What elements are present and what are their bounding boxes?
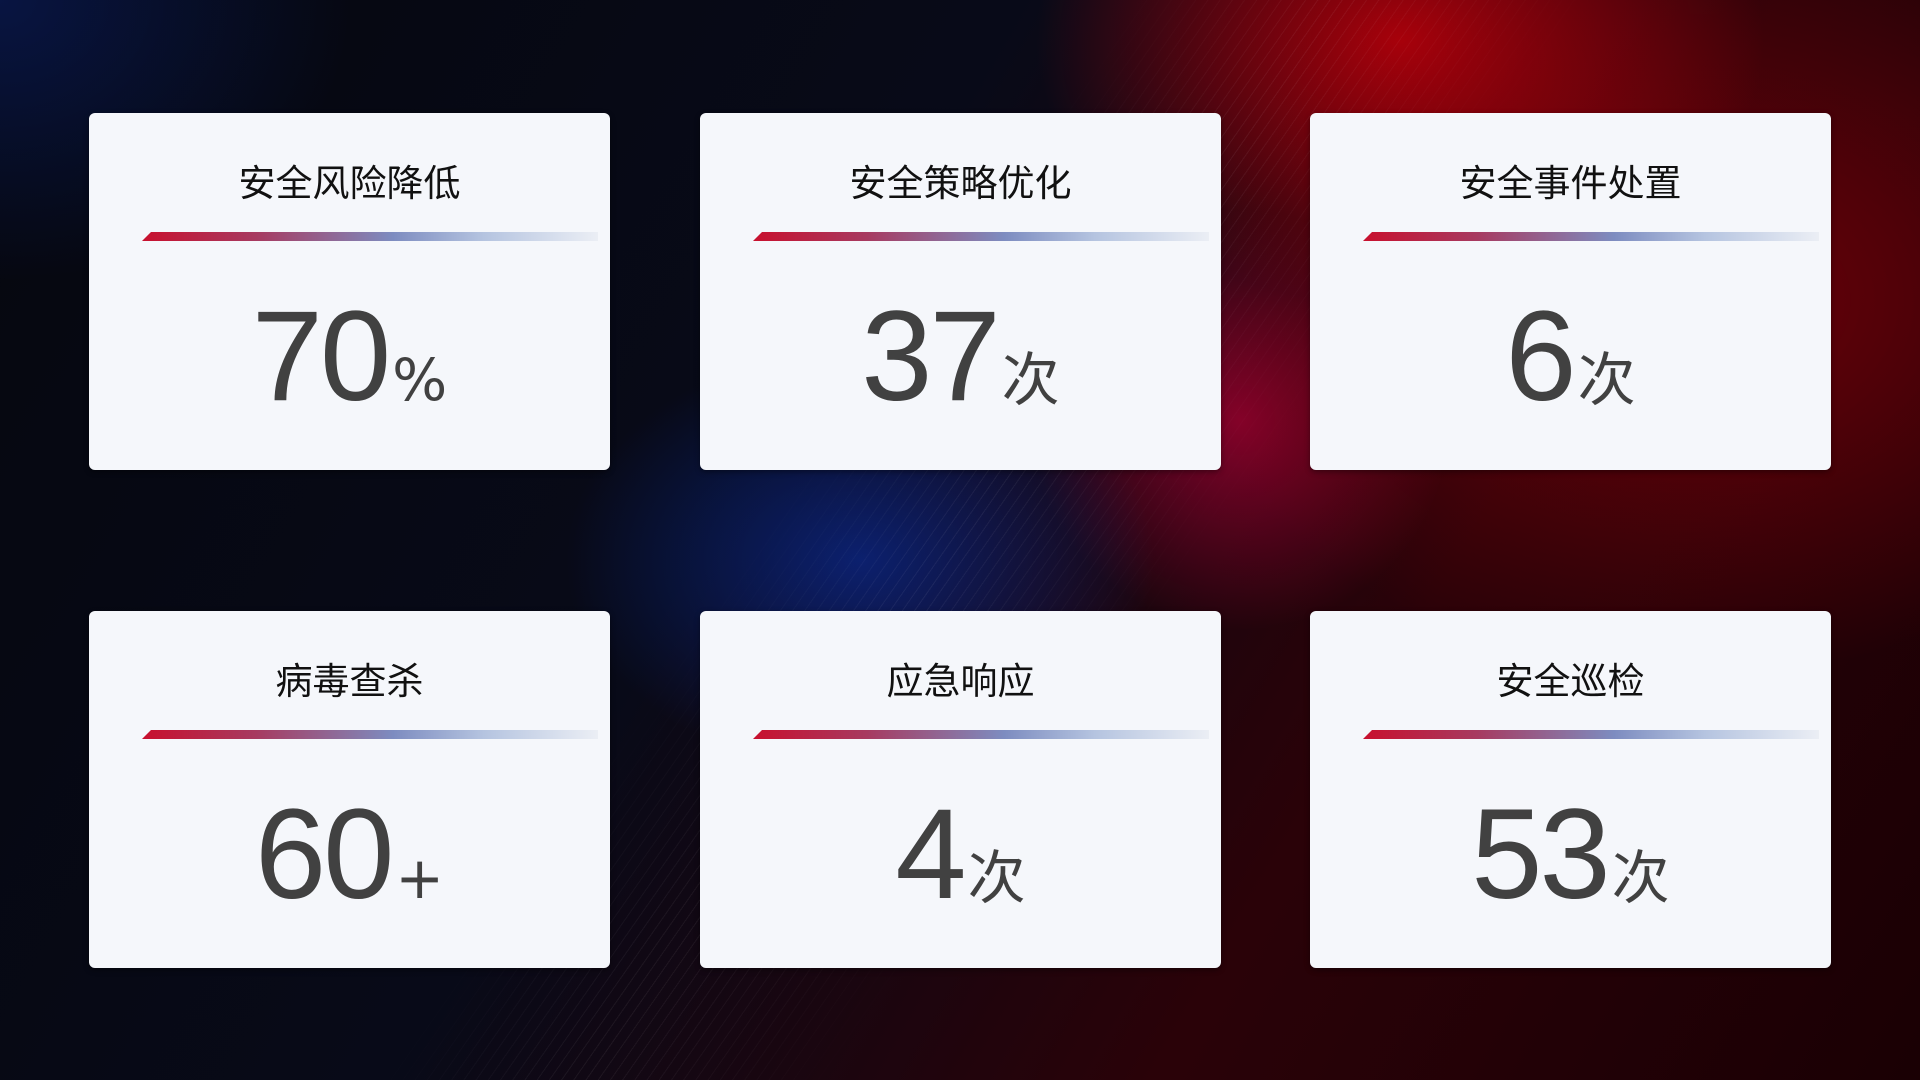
- gradient-divider: [753, 232, 1209, 241]
- value-number: 37: [861, 285, 1000, 428]
- gradient-divider: [1363, 730, 1819, 739]
- gradient-divider: [753, 730, 1209, 739]
- stat-card-policy-optimization: 安全策略优化 37次: [700, 113, 1221, 470]
- stat-card-risk-reduction: 安全风险降低 70%: [89, 113, 610, 470]
- card-title: 安全事件处置: [1459, 162, 1682, 205]
- value-number: 4: [895, 783, 966, 926]
- card-value: 4次: [700, 781, 1221, 928]
- card-title: 应急响应: [886, 660, 1035, 703]
- stat-card-security-patrol: 安全巡检 53次: [1310, 611, 1831, 968]
- stat-card-emergency-response: 应急响应 4次: [700, 611, 1221, 968]
- value-number: 60: [255, 783, 394, 926]
- value-number: 70: [251, 285, 391, 428]
- stat-card-incident-handling: 安全事件处置 6次: [1310, 113, 1831, 470]
- card-title: 病毒查杀: [275, 660, 424, 703]
- gradient-divider: [1363, 232, 1819, 241]
- gradient-divider: [142, 232, 598, 241]
- value-number: 53: [1471, 783, 1610, 926]
- value-unit: 次: [1001, 346, 1060, 414]
- value-unit: %: [392, 346, 448, 414]
- stat-card-virus-removal: 病毒查杀 60+: [89, 611, 610, 968]
- card-value: 53次: [1310, 781, 1831, 928]
- gradient-divider: [142, 730, 598, 739]
- value-unit: 次: [1577, 346, 1636, 414]
- card-value: 70%: [89, 283, 610, 430]
- card-title: 安全策略优化: [849, 162, 1072, 205]
- card-value: 60+: [89, 781, 610, 928]
- card-title: 安全风险降低: [238, 162, 461, 205]
- value-unit: 次: [1611, 844, 1670, 912]
- card-value: 37次: [700, 283, 1221, 430]
- value-number: 6: [1505, 285, 1576, 428]
- card-value: 6次: [1310, 283, 1831, 430]
- value-unit: 次: [967, 844, 1026, 912]
- value-unit: +: [395, 844, 444, 912]
- card-title: 安全巡检: [1496, 660, 1645, 703]
